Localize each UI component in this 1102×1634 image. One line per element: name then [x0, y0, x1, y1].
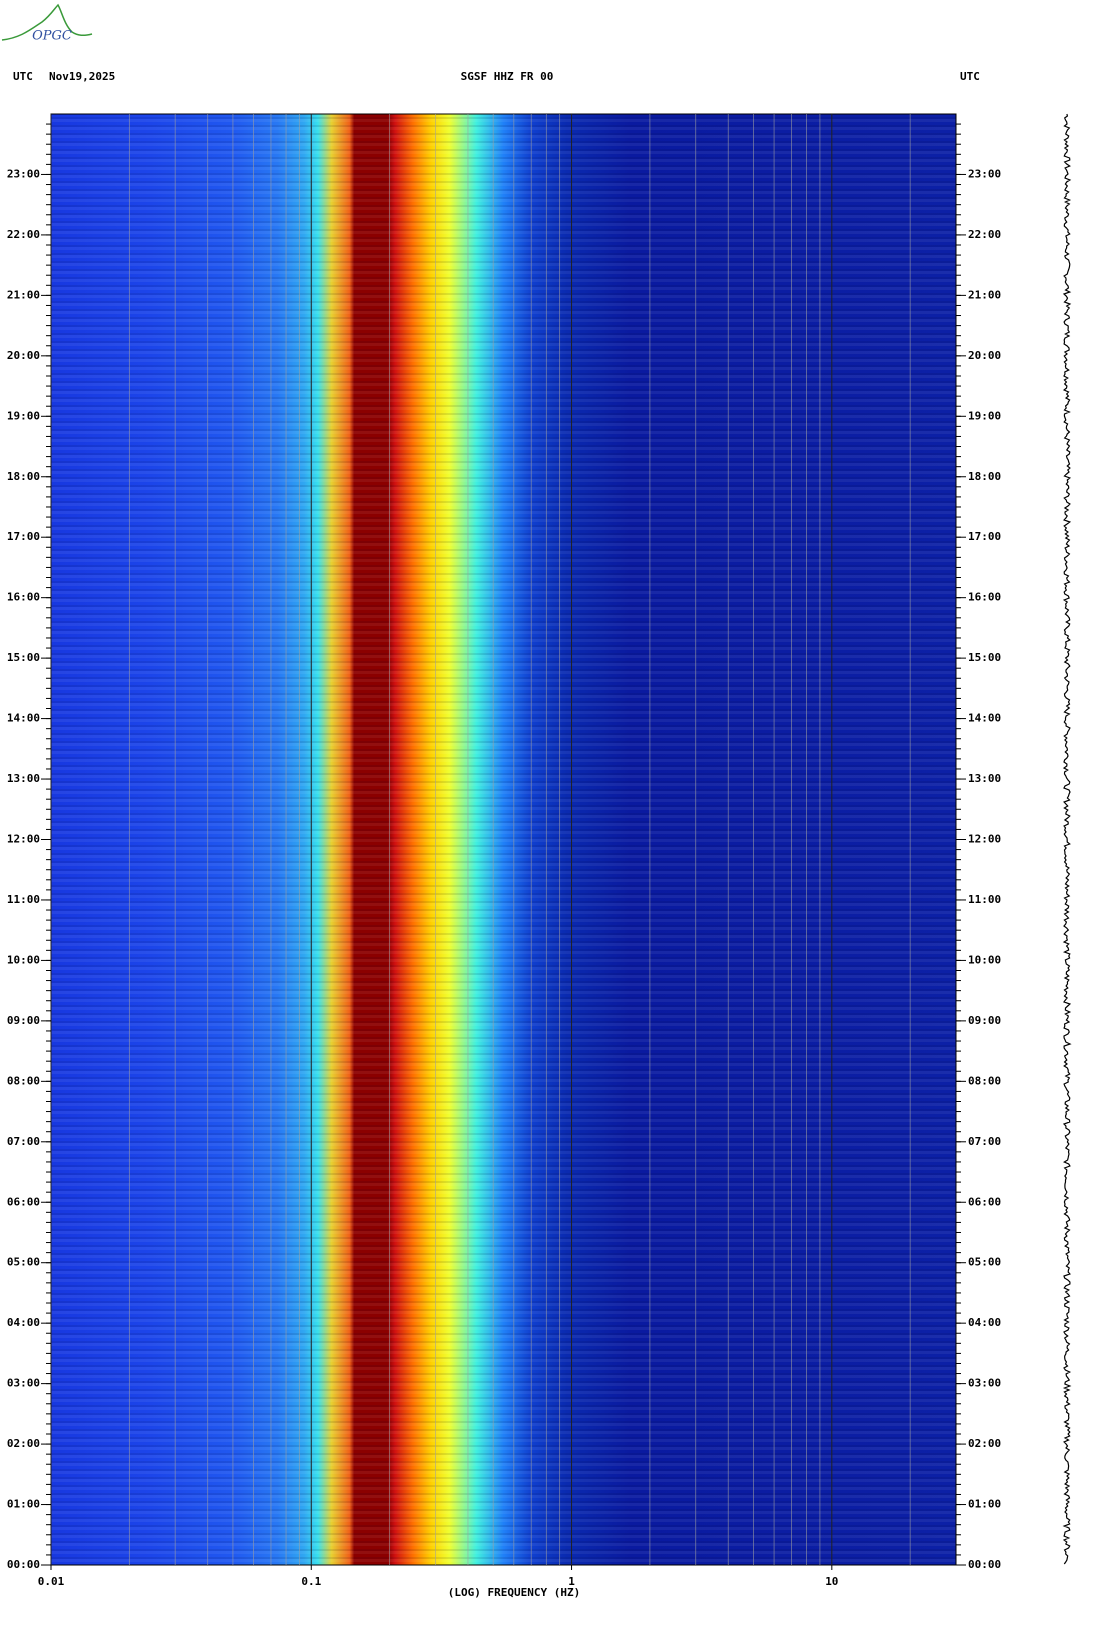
- y-tick-label: 19:00: [968, 409, 1001, 422]
- y-tick-label: 14:00: [968, 712, 1001, 725]
- y-tick-label: 11:00: [968, 893, 1001, 906]
- y-tick-label: 16:00: [7, 591, 40, 604]
- y-tick-label: 11:00: [7, 893, 40, 906]
- y-tick-label: 00:00: [968, 1558, 1001, 1571]
- x-tick-label: 10: [825, 1575, 838, 1588]
- time-zone: UTC: [960, 70, 980, 83]
- y-tick-label: 20:00: [7, 349, 40, 362]
- y-tick-label: 02:00: [968, 1437, 1001, 1450]
- chart-title: SGSF HHZ FR 00: [461, 70, 554, 83]
- y-tick-label: 18:00: [7, 470, 40, 483]
- y-tick-label: 16:00: [968, 591, 1001, 604]
- y-tick-label: 06:00: [968, 1195, 1001, 1208]
- y-tick-label: 08:00: [7, 1074, 40, 1087]
- y-tick-label: 01:00: [7, 1498, 40, 1511]
- y-tick-label: 22:00: [968, 228, 1001, 241]
- x-tick-label: 0.01: [38, 1575, 65, 1588]
- y-tick-label: 19:00: [7, 409, 40, 422]
- y-tick-label: 03:00: [968, 1377, 1001, 1390]
- y-tick-label: 00:00: [7, 1558, 40, 1571]
- y-tick-label: 12:00: [968, 833, 1001, 846]
- y-tick-label: 23:00: [7, 167, 40, 180]
- y-tick-label: 23:00: [968, 167, 1001, 180]
- y-tick-label: 10:00: [968, 953, 1001, 966]
- y-tick-label: 03:00: [7, 1377, 40, 1390]
- y-tick-label: 21:00: [7, 288, 40, 301]
- y-tick-label: 05:00: [968, 1256, 1001, 1269]
- logo: OPGC: [32, 29, 72, 44]
- y-tick-label: 17:00: [968, 530, 1001, 543]
- y-tick-label: 02:00: [7, 1437, 40, 1450]
- y-tick-label: 09:00: [7, 1014, 40, 1027]
- y-tick-label: 07:00: [7, 1135, 40, 1148]
- y-tick-label: 13:00: [7, 772, 40, 785]
- x-tick-label: 0.1: [301, 1575, 321, 1588]
- seismogram-trace: [1062, 113, 1072, 1565]
- y-tick-label: 06:00: [7, 1195, 40, 1208]
- y-tick-label: 08:00: [968, 1074, 1001, 1087]
- x-axis-label: (LOG) FREQUENCY (HZ): [448, 1586, 580, 1599]
- logo-curve: [1, 3, 93, 41]
- y-tick-label: 15:00: [7, 651, 40, 664]
- date: Nov19,2025: [49, 70, 115, 83]
- y-tick-label: 10:00: [7, 953, 40, 966]
- y-tick-label: 21:00: [968, 288, 1001, 301]
- y-tick-label: 04:00: [7, 1316, 40, 1329]
- y-tick-label: 01:00: [968, 1498, 1001, 1511]
- y-tick-label: 20:00: [968, 349, 1001, 362]
- time-zone: UTC: [13, 70, 33, 83]
- spectrogram-image: [51, 114, 956, 1565]
- x-tick-label: 1: [568, 1575, 575, 1588]
- y-tick-label: 09:00: [968, 1014, 1001, 1027]
- y-tick-label: 12:00: [7, 833, 40, 846]
- y-tick-label: 07:00: [968, 1135, 1001, 1148]
- y-tick-label: 17:00: [7, 530, 40, 543]
- y-tick-label: 04:00: [968, 1316, 1001, 1329]
- y-tick-label: 13:00: [968, 772, 1001, 785]
- y-tick-label: 14:00: [7, 712, 40, 725]
- y-tick-label: 18:00: [968, 470, 1001, 483]
- y-tick-label: 15:00: [968, 651, 1001, 664]
- y-tick-label: 05:00: [7, 1256, 40, 1269]
- y-tick-label: 22:00: [7, 228, 40, 241]
